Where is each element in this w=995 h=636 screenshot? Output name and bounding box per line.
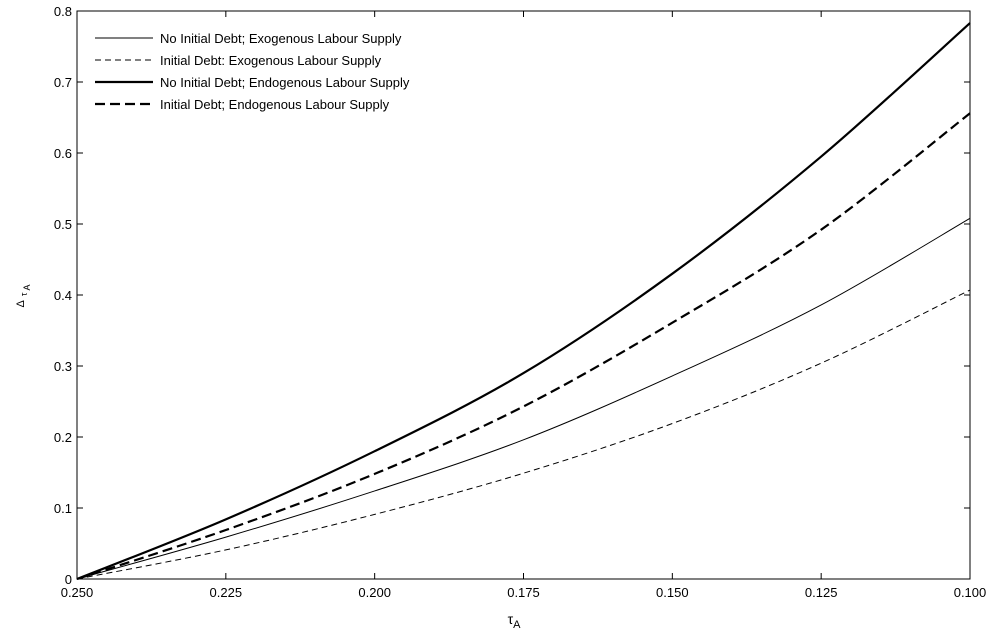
- y-tick-label: 0.4: [54, 288, 72, 303]
- y-tick-label: 0.7: [54, 75, 72, 90]
- series-line-4: [76, 112, 971, 581]
- legend-label-2: Initial Debt: Exogenous Labour Supply: [160, 53, 382, 68]
- x-axis-title: τA: [508, 611, 522, 631]
- legend: No Initial Debt; Exogenous Labour Supply…: [95, 31, 410, 112]
- y-tick-label: 0.8: [54, 4, 72, 19]
- x-tick-label: 0.100: [954, 585, 987, 600]
- x-axis-title-symbol: τ: [508, 611, 514, 627]
- series-lines: [76, 22, 971, 581]
- x-tick-label: 0.125: [805, 585, 838, 600]
- y-tick-label: 0.1: [54, 501, 72, 516]
- x-tick-label: 0.200: [358, 585, 391, 600]
- y-tick-label: 0.2: [54, 430, 72, 445]
- y-axis-title: ΔτA: [15, 285, 32, 308]
- y-tick-label: 0.6: [54, 146, 72, 161]
- legend-label-4: Initial Debt; Endogenous Labour Supply: [160, 97, 390, 112]
- x-tick-label: 0.150: [656, 585, 689, 600]
- x-axis-ticks: 0.250 0.225 0.200 0.175 0.150 0.125 0.100: [61, 11, 987, 600]
- series-line-3: [76, 22, 971, 581]
- y-tick-label: 0.5: [54, 217, 72, 232]
- plot-area: [76, 10, 971, 580]
- legend-label-1: No Initial Debt; Exogenous Labour Supply: [160, 31, 402, 46]
- y-axis-title-subscript-2: A: [22, 285, 32, 291]
- x-tick-label: 0.225: [210, 585, 243, 600]
- y-tick-label: 0.3: [54, 359, 72, 374]
- y-axis-title-symbol: Δ: [15, 299, 27, 307]
- x-axis-title-subscript: A: [513, 619, 521, 631]
- y-axis-ticks: 0 0.1 0.2 0.3 0.4 0.5 0.6 0.7 0.8: [54, 4, 970, 587]
- y-axis-title-subscript-1: τ: [19, 292, 29, 296]
- series-line-2: [76, 289, 971, 580]
- series-line-1: [76, 217, 971, 580]
- y-tick-label: 0: [65, 572, 72, 587]
- x-tick-label: 0.250: [61, 585, 94, 600]
- x-tick-label: 0.175: [507, 585, 540, 600]
- legend-label-3: No Initial Debt; Endogenous Labour Suppl…: [160, 75, 410, 90]
